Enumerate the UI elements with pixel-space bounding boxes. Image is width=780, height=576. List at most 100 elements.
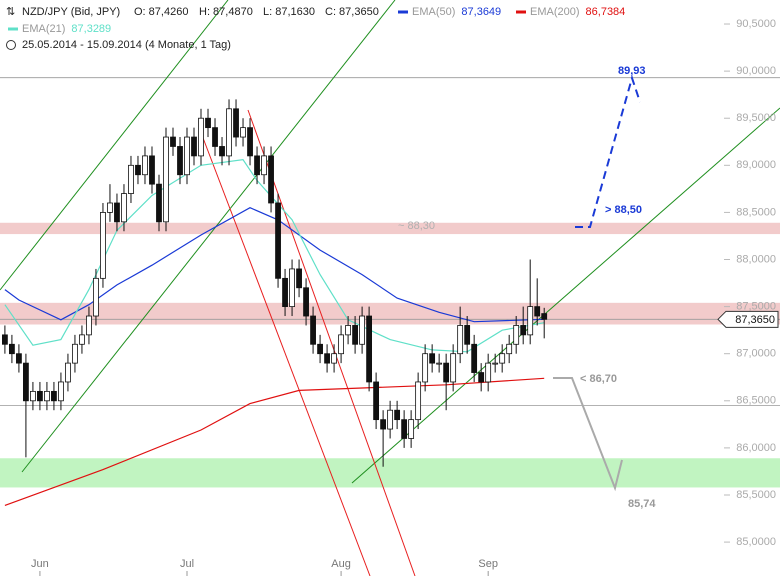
candle-body bbox=[156, 183, 162, 223]
header: ⇅ NZD/JPY (Bid, JPY) O: 87,4260 H: 87,48… bbox=[6, 6, 379, 51]
y-tick-label: 87,0000 bbox=[736, 348, 776, 360]
projection-up bbox=[575, 74, 641, 228]
candle-body bbox=[212, 127, 218, 147]
y-tick-label: 86,5000 bbox=[736, 395, 776, 407]
candle-body bbox=[485, 362, 492, 383]
candle-body bbox=[86, 315, 92, 336]
candle-body bbox=[541, 313, 548, 320]
candle-body bbox=[436, 362, 443, 365]
candle-body bbox=[415, 381, 422, 421]
candle-body bbox=[44, 390, 50, 402]
annotation: ~ 88,30 bbox=[398, 220, 435, 232]
candle-body bbox=[163, 136, 169, 223]
candle-body bbox=[198, 117, 204, 157]
candle-body bbox=[219, 146, 225, 157]
candle-body bbox=[401, 419, 408, 439]
candle-body bbox=[478, 372, 485, 383]
projection-down bbox=[553, 377, 623, 492]
ohlc: H: 87,4870 bbox=[199, 6, 253, 18]
candle-body bbox=[275, 202, 281, 279]
candle-body bbox=[107, 202, 113, 213]
candle-body bbox=[366, 315, 373, 383]
legend-name: EMA(200) bbox=[530, 6, 580, 18]
candle-body bbox=[352, 325, 358, 345]
candle-body bbox=[282, 277, 288, 308]
candle-body bbox=[177, 146, 183, 176]
ohlc: C: 87,3650 bbox=[325, 6, 379, 18]
x-tick-label: Aug bbox=[331, 558, 351, 570]
candle-body bbox=[16, 353, 22, 364]
zones bbox=[0, 222, 780, 488]
ohlc: O: 87,4260 bbox=[134, 6, 188, 18]
candle-body bbox=[499, 353, 506, 364]
zone bbox=[0, 302, 780, 325]
candle-body bbox=[338, 334, 344, 355]
annotations: 89,93 > 88,50 ~ 88,30 < 86,70 85,74 bbox=[398, 65, 656, 510]
candle-body bbox=[9, 343, 15, 355]
candle-body bbox=[506, 343, 513, 355]
annotation: < 86,70 bbox=[580, 373, 617, 385]
legend-swatch bbox=[516, 10, 526, 14]
candle-body bbox=[345, 325, 351, 336]
legend-swatch bbox=[8, 27, 18, 31]
candle-body bbox=[324, 353, 330, 364]
candle-body bbox=[408, 419, 415, 439]
horizontal-lines bbox=[0, 77, 780, 406]
candle-body bbox=[387, 409, 394, 430]
trend-line bbox=[247, 109, 416, 576]
y-tick-label: 88,0000 bbox=[736, 253, 776, 265]
legend-value: 86,7384 bbox=[586, 6, 626, 18]
candle-body bbox=[100, 212, 106, 279]
candle-body bbox=[58, 381, 64, 402]
candle-body bbox=[380, 419, 387, 430]
candle-body bbox=[268, 155, 274, 204]
candle-body bbox=[2, 334, 8, 345]
candle-body bbox=[191, 136, 197, 157]
candle-body bbox=[79, 334, 85, 345]
candle-body bbox=[23, 362, 29, 402]
candle-body bbox=[443, 362, 450, 383]
candle-body bbox=[149, 155, 155, 185]
zone bbox=[0, 458, 780, 488]
y-tick-label: 87,5000 bbox=[736, 301, 776, 313]
trend-line bbox=[199, 129, 371, 576]
ohlc: L: 87,1630 bbox=[263, 6, 315, 18]
trend-line bbox=[0, 0, 229, 291]
y-tick-label: 90,5000 bbox=[736, 18, 776, 30]
trend-line bbox=[21, 0, 396, 473]
candle-body bbox=[492, 362, 499, 365]
annotation: 85,74 bbox=[628, 498, 656, 510]
candle-body bbox=[30, 390, 36, 402]
candle-body bbox=[65, 362, 71, 383]
candle-body bbox=[457, 325, 464, 355]
candle-body bbox=[240, 127, 246, 138]
candle-body bbox=[205, 117, 211, 129]
legend-swatch bbox=[398, 10, 408, 14]
candle-body bbox=[296, 268, 302, 289]
y-tick-label: 89,0000 bbox=[736, 159, 776, 171]
candle-body bbox=[261, 155, 267, 176]
candle-body bbox=[303, 287, 309, 317]
legend: EMA(50) 87,3649 EMA(200) 86,7384 EMA(21) 87,3… bbox=[8, 6, 625, 35]
legend-name: EMA(50) bbox=[412, 6, 455, 18]
ema-line bbox=[4, 377, 545, 506]
price-tag bbox=[717, 310, 779, 328]
y-tick-label: 88,5000 bbox=[736, 206, 776, 218]
candle-body bbox=[422, 353, 429, 383]
y-tick-label: 89,5000 bbox=[736, 112, 776, 124]
candle-body bbox=[534, 306, 541, 317]
candle-body bbox=[184, 136, 190, 176]
price-tag-label: 87,3650 bbox=[735, 314, 775, 326]
candle-body bbox=[226, 108, 232, 157]
candle-body bbox=[464, 325, 471, 345]
axes: 85,0000 85,5000 86,0000 86,5000 87,0000 87,50… bbox=[31, 18, 779, 576]
legend-name: EMA(21) bbox=[22, 23, 65, 35]
ema-line bbox=[4, 207, 545, 323]
candle-body bbox=[520, 325, 527, 336]
candle-body bbox=[331, 353, 337, 364]
candle-body bbox=[93, 277, 99, 317]
y-tick-label: 86,0000 bbox=[736, 442, 776, 454]
candle-body bbox=[359, 315, 366, 345]
